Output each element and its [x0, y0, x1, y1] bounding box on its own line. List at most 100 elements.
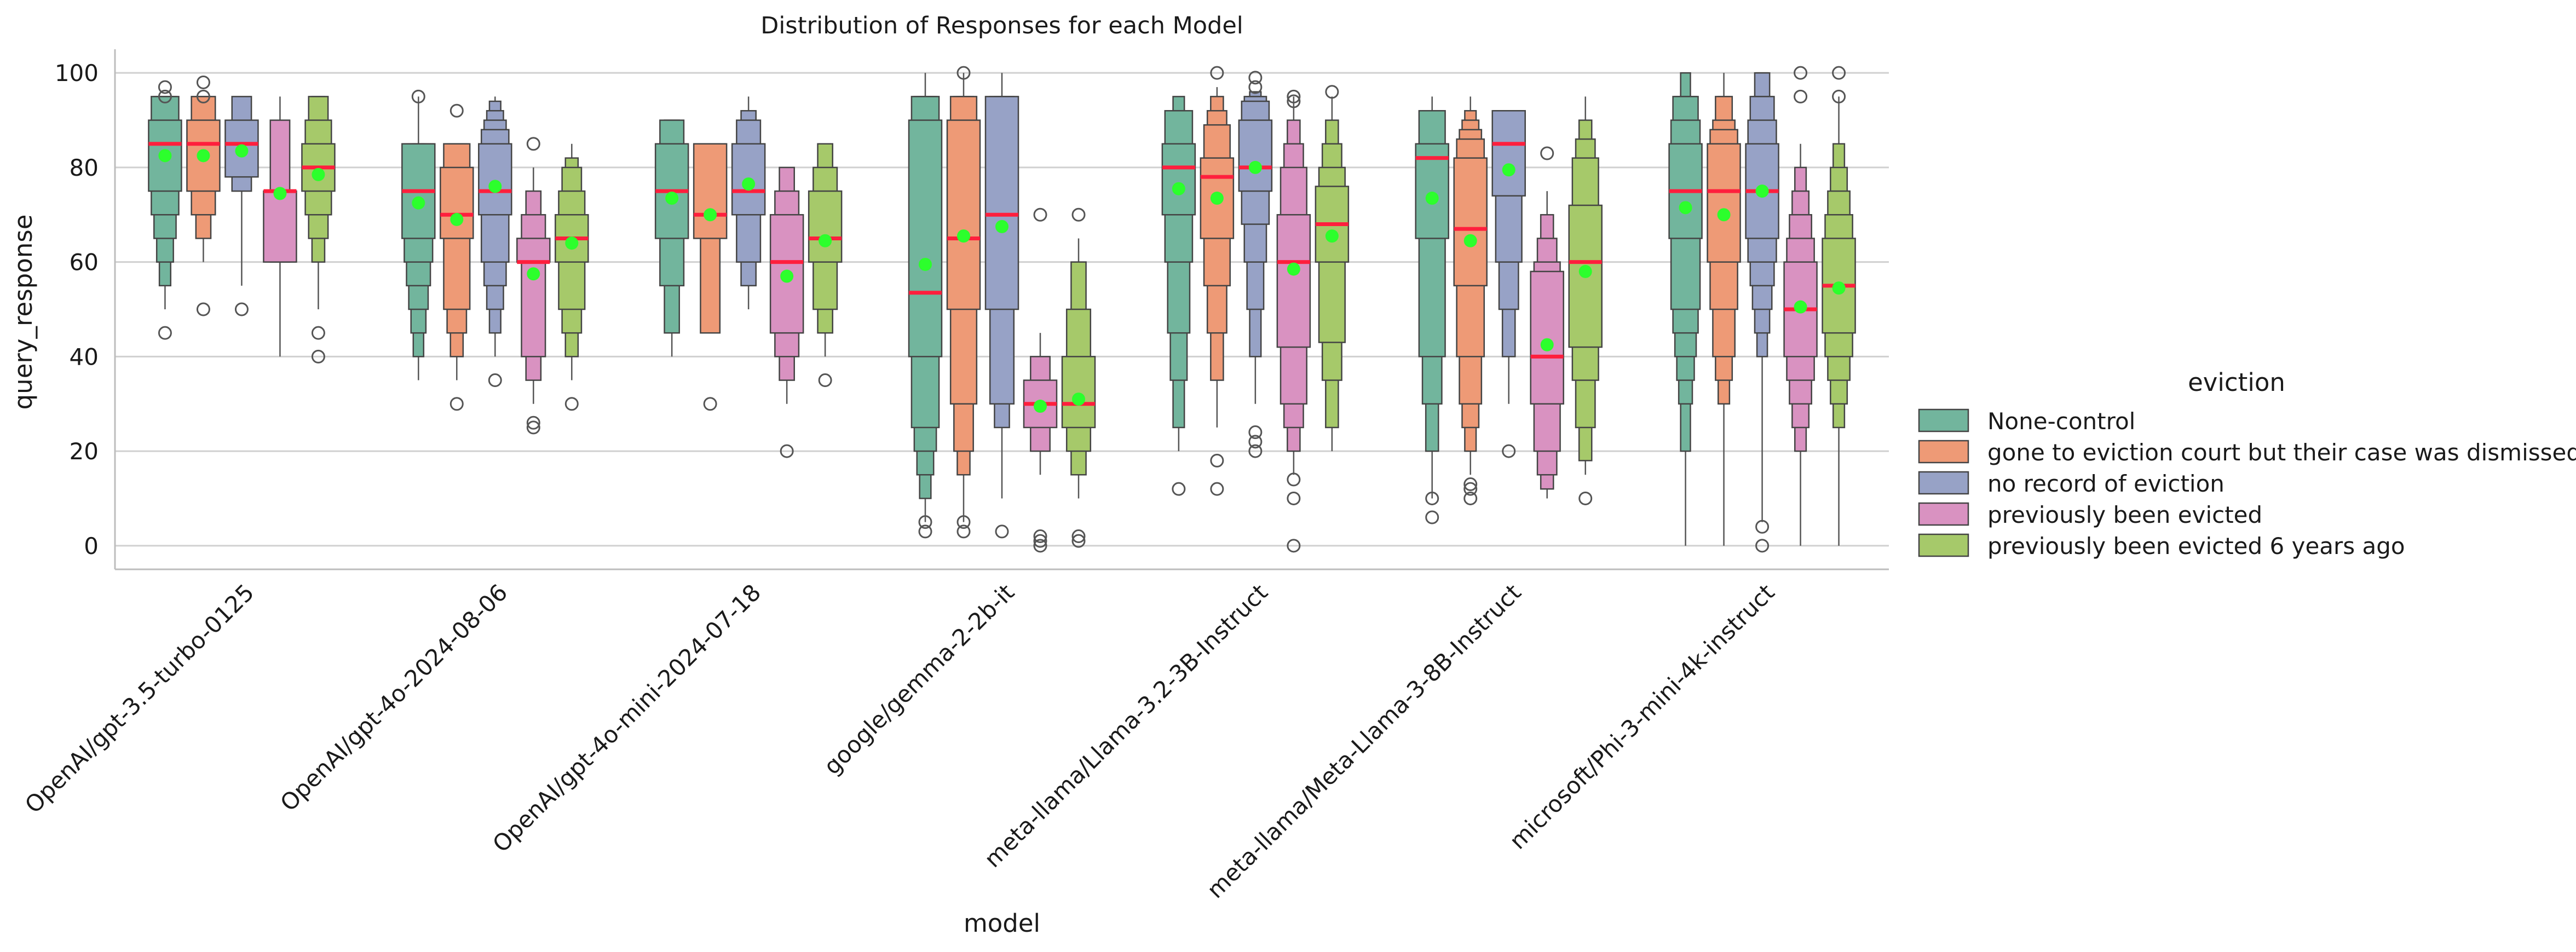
boxen-group — [908, 73, 943, 539]
legend-label: previously been evicted — [1987, 501, 2262, 528]
x-tick-label: OpenAI/gpt-4o-mini-2024-07-18 — [487, 579, 766, 857]
outlier-point — [158, 326, 172, 340]
y-ticks: 0 20 40 60 80 100 — [55, 60, 99, 559]
boxen-box — [946, 119, 981, 310]
outlier-point — [1287, 491, 1301, 505]
mean-marker — [665, 192, 679, 205]
boxen-box — [1707, 143, 1741, 263]
boxen-group — [731, 96, 766, 309]
outlier-point — [1248, 80, 1263, 94]
outlier-point — [1463, 491, 1478, 505]
mean-marker — [957, 229, 970, 243]
boxen-box — [1491, 110, 1526, 197]
x-axis-label: model — [964, 909, 1040, 938]
outlier-point — [1033, 534, 1047, 548]
outlier-point — [1502, 444, 1516, 458]
legend-swatch — [1918, 440, 1969, 464]
x-tick-label: meta-llama/Meta-Llama-3-8B-Instruct — [1202, 579, 1526, 903]
outlier-point — [703, 397, 717, 411]
boxen-group — [186, 75, 221, 316]
outlier-point — [956, 515, 971, 529]
boxen-box — [693, 143, 728, 239]
x-tick-label: google/gemma-2-2b-it — [819, 579, 1019, 780]
mean-marker — [742, 177, 756, 191]
mean-marker — [1578, 264, 1592, 278]
outlier-point — [995, 524, 1009, 539]
outlier-point — [1425, 510, 1439, 524]
outlier-point — [1755, 539, 1770, 553]
boxen-box — [1061, 356, 1096, 429]
boxen-box — [440, 166, 474, 239]
boxen-group — [1707, 73, 1741, 546]
mean-marker — [1210, 192, 1224, 205]
outlier-point — [526, 416, 540, 430]
mean-marker — [1502, 163, 1515, 177]
mean-marker — [1832, 281, 1846, 295]
boxen-box — [263, 190, 297, 263]
boxen-group — [1745, 72, 1779, 553]
boxen-group — [984, 73, 1019, 539]
y-tick-label: 0 — [84, 533, 99, 559]
boxen-box — [516, 238, 551, 263]
x-tick-label: OpenAI/gpt-4o-2024-08-06 — [275, 579, 512, 816]
outlier-point — [526, 420, 540, 435]
outlier-point — [1033, 539, 1047, 553]
outlier-point — [449, 397, 464, 411]
outlier-point — [1071, 534, 1086, 548]
mean-marker — [1540, 338, 1554, 351]
outlier-point — [956, 524, 971, 539]
boxen-group — [478, 96, 512, 388]
mean-marker — [995, 220, 1008, 233]
boxen-group — [516, 137, 551, 435]
boxen-group — [693, 143, 728, 411]
boxen-group — [555, 143, 589, 411]
outlier-point — [196, 75, 210, 89]
mean-marker — [450, 212, 464, 226]
y-tick-label: 40 — [70, 343, 99, 370]
legend-label: previously been evicted 6 years ago — [1987, 533, 2405, 559]
boxen-group — [769, 166, 804, 458]
outlier-point — [158, 89, 172, 103]
outlier-point — [1248, 435, 1263, 449]
boxen-group — [1061, 207, 1096, 548]
mean-marker — [1034, 400, 1047, 413]
outlier-point — [918, 524, 932, 539]
outlier-point — [1071, 529, 1086, 544]
outlier-point — [196, 89, 210, 103]
outlier-point — [1463, 482, 1478, 496]
outlier-point — [1794, 66, 1808, 80]
boxen-box — [908, 119, 943, 357]
outlier-point — [918, 515, 932, 529]
boxen-box — [1530, 270, 1564, 405]
outlier-point — [1248, 71, 1263, 85]
mean-marker — [312, 168, 325, 181]
boxen-box — [1161, 143, 1196, 216]
outlier-point — [1287, 472, 1301, 487]
outlier-point — [234, 302, 249, 316]
boxen-group — [1200, 66, 1235, 496]
mean-marker — [1679, 201, 1692, 215]
boxen-group — [1568, 96, 1603, 505]
boxen-group — [1023, 207, 1058, 553]
boxen-group — [1822, 66, 1856, 546]
y-tick-label: 60 — [70, 249, 99, 276]
mean-marker — [412, 196, 425, 210]
boxen-group — [401, 89, 436, 380]
mean-marker — [1463, 234, 1477, 247]
boxen-box — [808, 190, 843, 263]
boxen-group — [1276, 89, 1311, 553]
boxen-group — [301, 96, 336, 364]
x-ticks: OpenAI/gpt-3.5-turbo-0125 OpenAI/gpt-4o-2… — [20, 579, 1780, 903]
outlier-point — [1578, 491, 1593, 505]
y-tick-label: 100 — [55, 60, 99, 86]
boxen-box — [478, 143, 512, 216]
boxen-group — [1783, 66, 1818, 546]
boxen-group — [1668, 72, 1703, 546]
outlier-point — [564, 397, 579, 411]
boxen-group — [1315, 85, 1350, 452]
outlier-point — [449, 103, 464, 118]
x-tick-label: microsoft/Phi-3-mini-4k-instruct — [1504, 579, 1779, 854]
outlier-point — [1210, 453, 1224, 468]
mean-marker — [273, 187, 287, 200]
